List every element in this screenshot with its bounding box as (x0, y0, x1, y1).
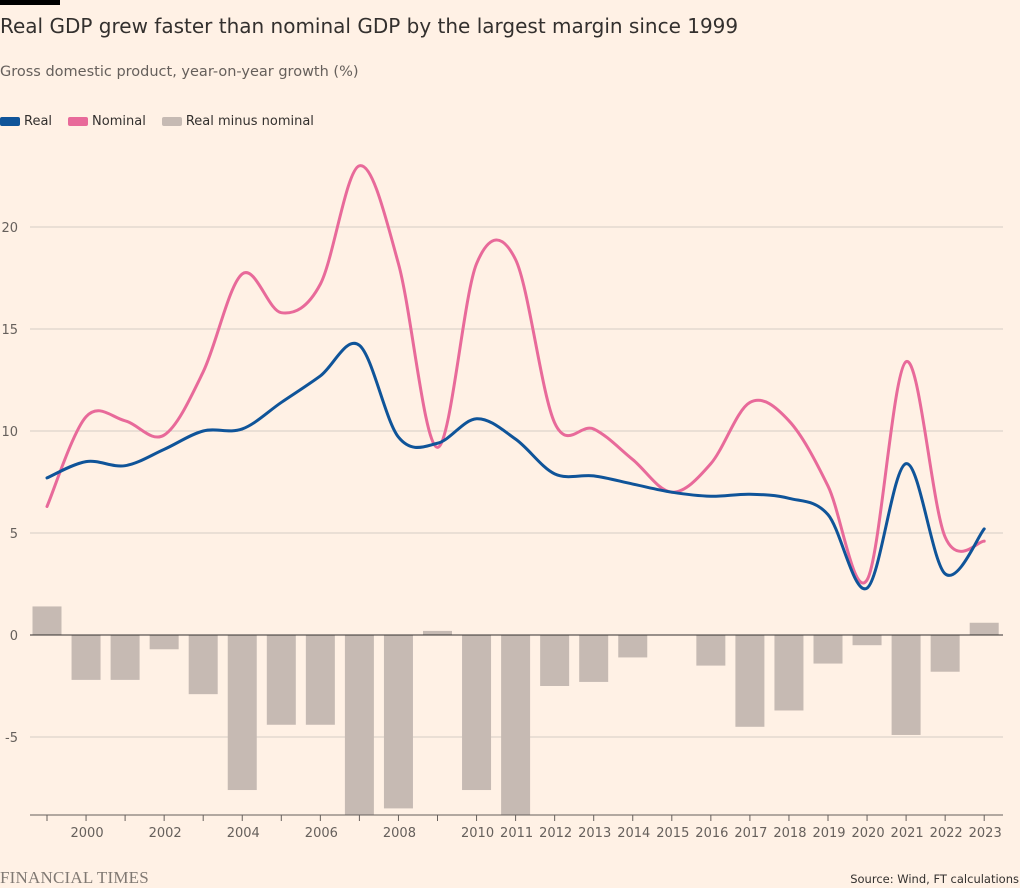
y-tick-label: -5 (5, 731, 18, 746)
x-tick-label: 2010 (461, 826, 494, 841)
legend: Real Nominal Real minus nominal (0, 114, 330, 129)
line-real (45, 341, 986, 591)
bar-real-minus-nominal (305, 635, 335, 725)
y-tick-label: 15 (1, 323, 18, 338)
legend-swatch-nominal (68, 117, 89, 126)
bar-real-minus-nominal (891, 635, 921, 735)
legend-label-real: Real (24, 114, 53, 129)
x-tick-label: 2006 (305, 826, 338, 841)
bar-real-minus-nominal (149, 635, 179, 650)
bar-real-minus-nominal (110, 635, 140, 680)
x-tick-label: 2014 (617, 826, 650, 841)
x-tick-label: 2000 (71, 826, 104, 841)
bar-real-minus-nominal (423, 630, 452, 635)
x-tick-label: 2013 (578, 826, 611, 841)
legend-swatch-real-minus-nominal (161, 117, 182, 126)
legend-item-real-minus-nominal: Real minus nominal (161, 114, 314, 129)
x-tick-label: 2017 (734, 826, 767, 841)
source-note: Source: Wind, FT calculations (850, 872, 1019, 886)
bar-real-minus-nominal (618, 635, 648, 658)
x-tick-label: 2002 (149, 826, 182, 841)
x-tick-label: 2022 (930, 826, 963, 841)
bar-real-minus-nominal (579, 635, 609, 682)
legend-swatch-real (0, 117, 20, 126)
bar-real-minus-nominal (462, 635, 492, 791)
legend-label-real-minus-nominal: Real minus nominal (185, 114, 314, 129)
bar-real-minus-nominal (540, 635, 570, 686)
y-tick-label: 0 (10, 629, 18, 644)
bar-real-minus-nominal (696, 635, 726, 666)
x-tick-label: 2004 (227, 826, 260, 841)
bar-real-minus-nominal (188, 635, 218, 695)
line-nominal (45, 164, 986, 585)
bar-real-minus-nominal (930, 635, 960, 672)
x-tick-label: 2021 (891, 826, 924, 841)
x-tick-label: 2012 (539, 826, 572, 841)
y-tick-label: 5 (10, 527, 18, 542)
x-tick-label: 2015 (656, 826, 689, 841)
bar-real-minus-nominal (227, 635, 257, 791)
x-tick-label: 2011 (500, 826, 533, 841)
x-tick-label: 2018 (773, 826, 806, 841)
x-tick-label: 2016 (695, 826, 728, 841)
x-tick-label: 2020 (852, 826, 885, 841)
chart-title: Real GDP grew faster than nominal GDP by… (0, 14, 739, 38)
legend-label-nominal: Nominal (92, 114, 146, 129)
x-tick-label: 2023 (969, 826, 1002, 841)
bar-real-minus-nominal (969, 622, 999, 635)
x-tick-label: 2008 (383, 826, 416, 841)
bar-real-minus-nominal (852, 635, 882, 646)
bar-real-minus-nominal (344, 635, 374, 815)
chart-subtitle: Gross domestic product, year-on-year gro… (0, 64, 359, 80)
bar-real-minus-nominal (32, 606, 62, 635)
x-tick-label: 2019 (812, 826, 845, 841)
bar-real-minus-nominal (501, 635, 531, 815)
y-tick-label: 10 (1, 425, 18, 440)
bar-real-minus-nominal (774, 635, 804, 711)
bar-real-minus-nominal (383, 635, 413, 809)
bar-real-minus-nominal (813, 635, 843, 664)
ft-logo: FINANCIAL TIMES (0, 868, 149, 887)
y-tick-label: 20 (1, 221, 18, 236)
legend-item-nominal: Nominal (68, 114, 146, 129)
ft-top-bar (0, 0, 60, 5)
legend-item-real: Real (0, 114, 52, 129)
bar-real-minus-nominal (266, 635, 296, 725)
bar-real-minus-nominal (735, 635, 765, 727)
bar-real-minus-nominal (71, 635, 101, 680)
